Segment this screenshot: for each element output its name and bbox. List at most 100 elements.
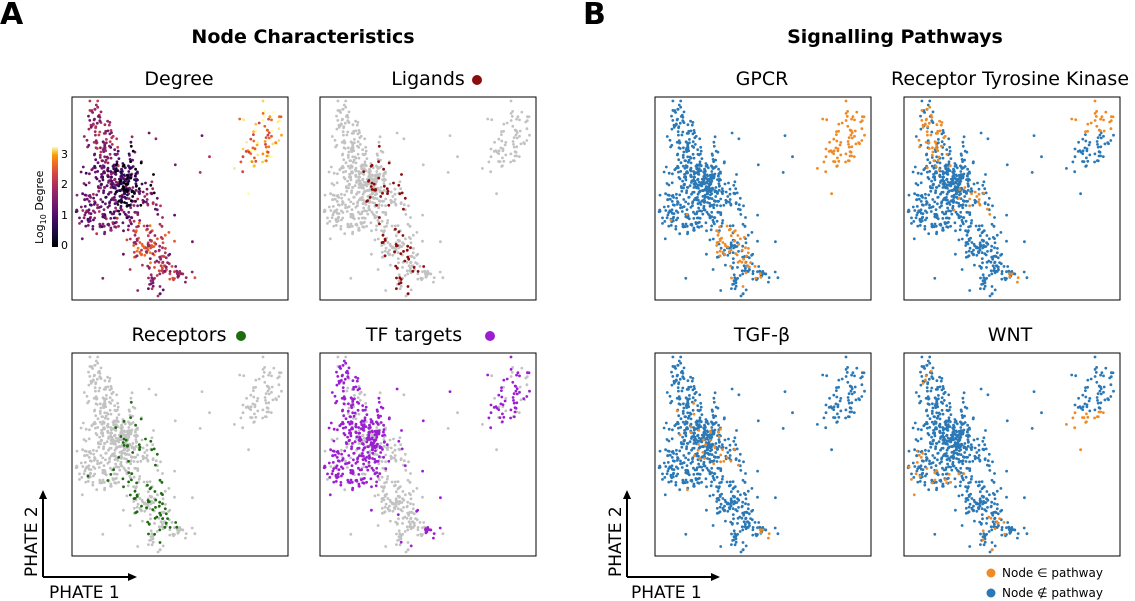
scatter-point [973, 263, 976, 267]
scatter-point [844, 112, 848, 115]
scatter-point [356, 457, 359, 461]
scatter-point [365, 465, 368, 469]
scatter-point [691, 377, 695, 380]
scatter-point [129, 160, 133, 164]
section-title-signalling: Signalling Pathways [787, 26, 1003, 48]
scatter-point [109, 156, 113, 160]
scatter-point [264, 392, 268, 395]
scatter-point [351, 123, 355, 127]
scatter-point [731, 224, 735, 228]
scatter-point [1081, 149, 1085, 153]
scatter-point [727, 228, 731, 232]
scatter-point [279, 371, 283, 375]
scatter-point [697, 167, 701, 170]
scatter-point [385, 187, 389, 191]
scatter-point [108, 457, 111, 461]
scatter-point [389, 457, 393, 461]
scatter-point [374, 228, 378, 232]
scatter-point [153, 532, 157, 536]
scatter-point [247, 192, 251, 196]
scatter-point [934, 208, 938, 212]
scatter-point [117, 445, 121, 448]
scatter-point [727, 250, 731, 254]
scatter-point [239, 416, 243, 420]
scatter-point [684, 159, 687, 163]
scatter-point [262, 371, 266, 374]
panel-letter-b: B [583, 0, 606, 32]
scatter-point [493, 140, 496, 144]
scatter-point [719, 197, 723, 201]
scatter-point [840, 121, 844, 125]
scatter-point [527, 115, 531, 119]
scatter-point [700, 413, 704, 416]
scatter-point [712, 160, 715, 164]
scatter-point [438, 270, 442, 274]
scatter-point [96, 115, 100, 118]
scatter-point [415, 231, 419, 234]
scatter-point [936, 196, 940, 199]
scatter-point [145, 456, 148, 460]
scatter-point [346, 462, 349, 465]
scatter-point [960, 237, 964, 241]
scatter-point [257, 377, 261, 381]
scatter-point [350, 212, 354, 216]
scatter-point [990, 222, 994, 226]
scatter-point [511, 140, 515, 143]
scatter-point [791, 155, 794, 159]
scatter-point [358, 175, 361, 179]
scatter-point [110, 175, 113, 179]
scatter-point [277, 395, 281, 398]
scatter-point [380, 244, 384, 247]
scatter-point [117, 224, 120, 228]
scatter-point [983, 201, 987, 205]
scatter-point [336, 355, 340, 359]
scatter-point [691, 396, 695, 400]
scatter-point [927, 147, 931, 150]
scatter-point [428, 528, 431, 531]
scatter-point [957, 214, 960, 217]
scatter-point [409, 237, 412, 241]
scatter-point [249, 149, 253, 153]
scatter-point [515, 154, 518, 158]
scatter-point [106, 461, 110, 465]
scatter-point [720, 187, 724, 191]
scatter-point [681, 409, 685, 413]
scatter-point [714, 149, 718, 153]
scatter-point [92, 218, 95, 222]
scatter-point [952, 182, 955, 186]
scatter-point [120, 174, 124, 178]
scatter-point [729, 264, 733, 268]
scatter-point [276, 376, 280, 380]
scatter-point [963, 195, 967, 198]
scatter-point [668, 197, 672, 201]
scatter-point [354, 161, 358, 165]
scatter-point [935, 123, 939, 127]
scatter-point [154, 506, 157, 509]
scatter-point [389, 454, 393, 458]
scatter-point [980, 251, 984, 255]
scatter-point [951, 179, 954, 183]
scatter-point [82, 438, 86, 441]
scatter-point [509, 99, 513, 103]
scatter-point [336, 459, 340, 463]
scatter-point [393, 250, 396, 254]
scatter-point [101, 415, 104, 419]
scatter-point [1008, 272, 1011, 275]
scatter-point [127, 466, 131, 470]
scatter-point [350, 224, 354, 228]
scatter-point [361, 404, 365, 407]
scatter-point [850, 145, 854, 149]
scatter-point [665, 182, 669, 185]
scatter-point [501, 420, 504, 424]
scatter-point [122, 210, 126, 214]
scatter-point [133, 447, 136, 451]
scatter-point [350, 406, 354, 409]
scatter-point [332, 224, 336, 228]
scatter-point [129, 416, 133, 419]
scatter-point [835, 165, 839, 168]
scatter-point [692, 426, 696, 429]
scatter-point [377, 432, 381, 436]
scatter-point [100, 182, 103, 186]
scatter-point [82, 135, 86, 138]
scatter-point [919, 200, 923, 203]
